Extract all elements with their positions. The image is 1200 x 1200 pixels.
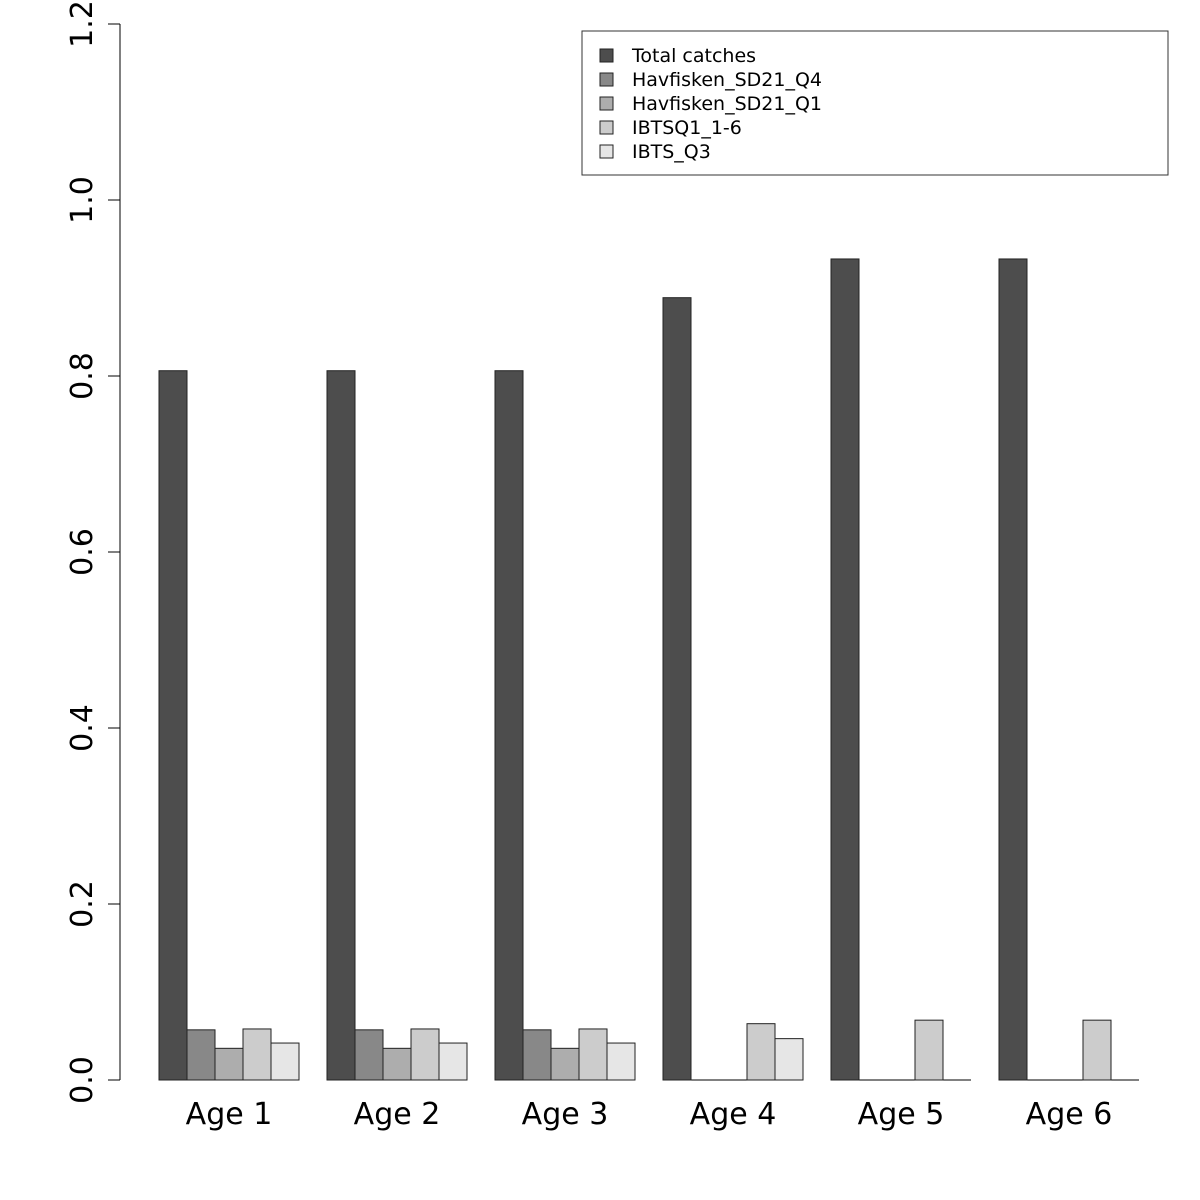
bars [158, 258, 1139, 1081]
y-tick-label: 0.0 [65, 1056, 100, 1104]
legend-swatch [599, 120, 614, 135]
y-axis: 0.0 0.2 0.4 0.6 0.8 1.0 1.2 [65, 0, 121, 1104]
bar [270, 1042, 300, 1081]
bar [410, 1028, 440, 1081]
bar [186, 1029, 216, 1081]
bar [662, 297, 692, 1081]
bar-group [494, 370, 636, 1081]
legend-box [581, 30, 1169, 176]
legend-label: IBTS_Q3 [632, 141, 711, 163]
bar [494, 370, 524, 1081]
bar [214, 1047, 244, 1081]
x-tick-label: Age 2 [354, 1097, 441, 1132]
y-tick-label: 0.8 [65, 352, 100, 400]
legend: Total catchesHavfisken_SD21_Q4Havfisken_… [581, 30, 1169, 176]
x-tick-label: Age 6 [1026, 1097, 1113, 1132]
bar [522, 1029, 552, 1081]
y-tick-label: 1.2 [65, 0, 100, 48]
bar [774, 1038, 804, 1081]
legend-label: Total catches [631, 45, 756, 67]
bar-group [158, 370, 300, 1081]
bar [830, 258, 860, 1081]
bar [998, 258, 1028, 1081]
x-tick-label: Age 3 [522, 1097, 609, 1132]
legend-swatch [599, 48, 614, 63]
bar [158, 370, 188, 1081]
bar [382, 1047, 412, 1081]
bar [242, 1028, 272, 1081]
legend-label: Havfisken_SD21_Q4 [632, 69, 822, 91]
legend-swatch [599, 72, 614, 87]
bar [746, 1023, 776, 1081]
legend-label: IBTSQ1_1-6 [632, 117, 742, 139]
bar-group [998, 258, 1139, 1081]
x-tick-label: Age 4 [690, 1097, 777, 1132]
bar-group [326, 370, 468, 1081]
x-axis: Age 1 Age 2 Age 3 Age 4 Age 5 Age 6 [186, 1097, 1113, 1132]
bar [550, 1047, 580, 1081]
legend-label: Havfisken_SD21_Q1 [632, 93, 822, 115]
bar [354, 1029, 384, 1081]
bar-group [830, 258, 971, 1081]
bar [1082, 1019, 1112, 1081]
legend-swatch [599, 144, 614, 159]
y-tick-label: 0.2 [65, 880, 100, 928]
bar [578, 1028, 608, 1081]
bar [326, 370, 356, 1081]
bar [914, 1019, 944, 1081]
legend-swatch [599, 96, 614, 111]
bar [606, 1042, 636, 1081]
y-tick-label: 0.6 [65, 528, 100, 576]
x-tick-label: Age 5 [858, 1097, 945, 1132]
y-tick-label: 1.0 [65, 176, 100, 224]
bar-group [662, 297, 804, 1081]
x-tick-label: Age 1 [186, 1097, 273, 1132]
y-tick-label: 0.4 [65, 704, 100, 752]
bar [438, 1042, 468, 1081]
